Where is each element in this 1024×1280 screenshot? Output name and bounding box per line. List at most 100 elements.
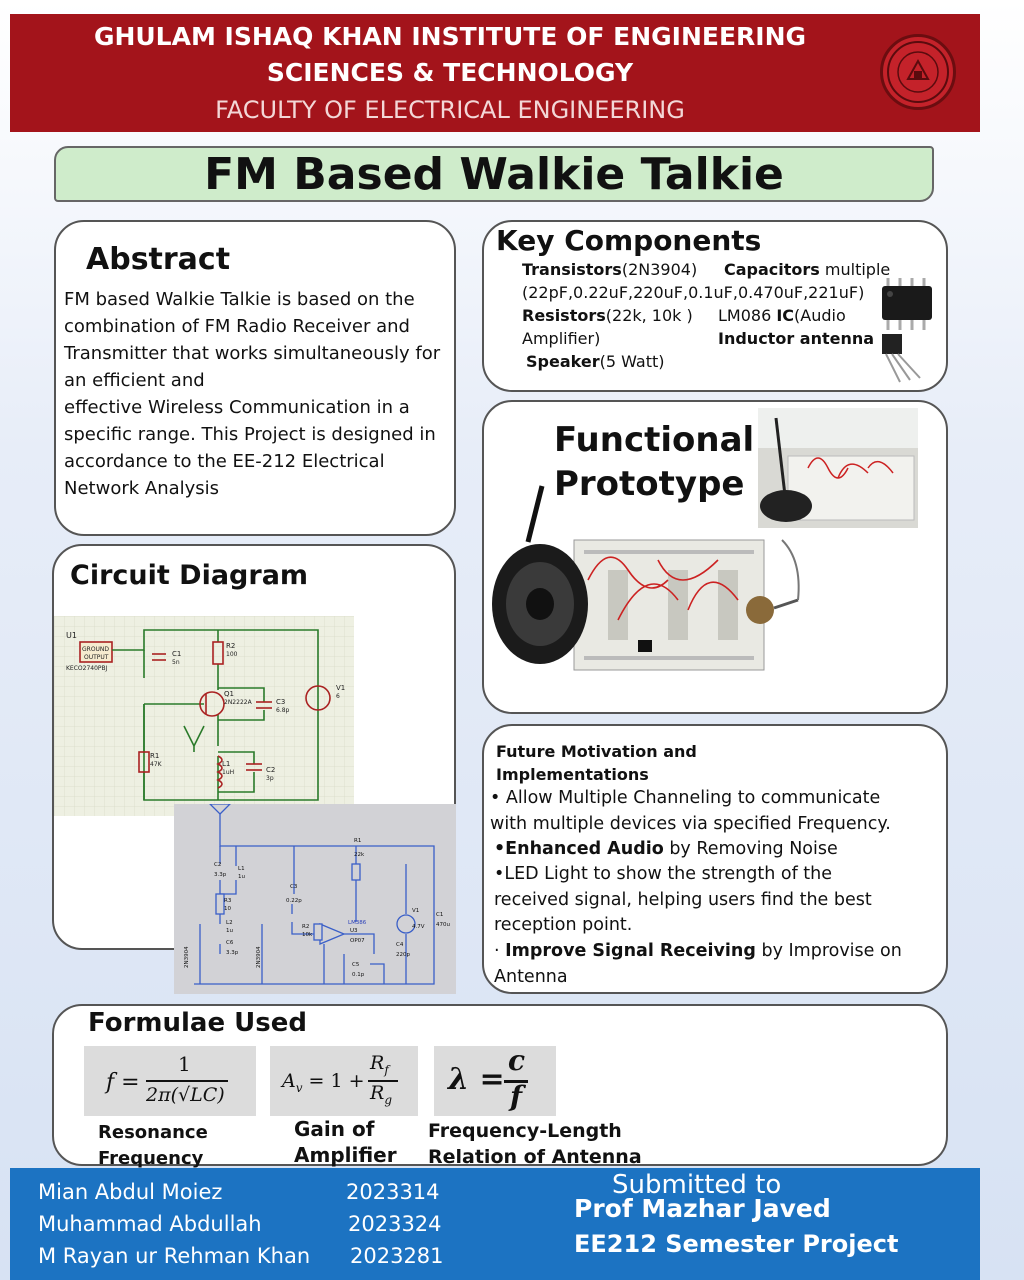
f3-lhs: λ = <box>448 1062 505 1097</box>
speaker-label: Speaker <box>526 352 600 371</box>
tx-r1: R1 <box>150 752 159 760</box>
header-banner: GHULAM ISHAQ KHAN INSTITUTE OF ENGINEERI… <box>10 14 980 132</box>
tx-ground-output: GROUND <box>82 646 109 653</box>
f1-den: 2π(√LC) <box>146 1084 225 1106</box>
institute-seal-icon <box>880 34 956 110</box>
footer-banner: Mian Abdul Moiez 2023314 Muhammad Abdull… <box>10 1168 980 1280</box>
rx-c3: C3 <box>290 884 298 890</box>
abstract-line: an efficient and <box>64 370 205 391</box>
speaker-row: Speaker(5 Watt) <box>526 352 664 371</box>
future-point-4: · Improve Signal Receiving by Improvise … <box>494 939 950 990</box>
tx-c3v: 6.8p <box>276 707 290 714</box>
functional-prototype-card: Functional Prototype <box>482 400 948 714</box>
rx-l1v: 1u <box>238 874 245 880</box>
rx-q1: 2N3904 <box>184 946 190 968</box>
inductor-antenna-text: Inductor antenna <box>718 329 875 348</box>
future-point-1b: with multiple devices via specified Freq… <box>490 813 891 834</box>
rx-l2v: 1u <box>226 928 233 934</box>
formulae-card: Formulae Used f = 1 2π(√LC) Resonance Fr… <box>52 1004 948 1169</box>
tx-c2v: 3p <box>266 775 274 782</box>
transistors-row: Transistors(2N3904) <box>522 260 697 279</box>
institute-name-line2: SCIENCES & TECHNOLOGY <box>266 58 634 87</box>
f2-lhs: Av = 1 + <box>282 1070 365 1095</box>
future-point-3b: received signal, helping users find the … <box>494 889 872 910</box>
tx-c3: C3 <box>276 698 285 706</box>
professor-name: Prof Mazhar Javed <box>574 1194 831 1223</box>
rx-op07: OP07 <box>350 938 365 944</box>
future-point-1: • Allow Multiple Channeling to communica… <box>490 786 946 837</box>
future-motivation-card: Future Motivation and Implementations • … <box>482 724 948 994</box>
f3-fraction-bar <box>504 1080 528 1083</box>
future-heading: Future Motivation and Implementations <box>496 740 697 786</box>
rx-c3v: 0.22p <box>286 898 302 904</box>
future-point-3a: •LED Light to show the strength of the <box>494 864 833 884</box>
prototype-heading-line2: Prototype <box>554 464 745 504</box>
rx-l1: L1 <box>238 866 245 872</box>
capacitors-list: (22pF,0.22uF,220uF,0.1uF,0.470uF,221uF) <box>522 283 865 302</box>
transistor-icon <box>882 334 921 383</box>
abstract-line: Network Analysis <box>64 478 220 499</box>
resonance-label: Resonance Frequency <box>98 1120 208 1172</box>
future-point-2: •Enhanced Audio by Removing Noise <box>494 837 950 863</box>
rx-v1v: 4.7V <box>412 924 425 930</box>
f1-num: 1 <box>178 1052 191 1076</box>
abstract-line: Transmitter that works simultaneously fo… <box>64 343 441 364</box>
capacitors-label: Capacitors <box>724 260 820 279</box>
f2-fraction-bar <box>368 1080 398 1082</box>
receiver-schematic: R1 22k C2 3.3p L1 1u C3 0.22p R3 10 L2 1… <box>174 804 456 994</box>
rx-c5v: 0.1p <box>352 972 365 978</box>
f2-label1: Gain of <box>294 1117 375 1141</box>
abstract-heading: Abstract <box>86 242 231 277</box>
tx-l1: L1 <box>222 760 230 768</box>
resonance-formula: f = 1 2π(√LC) <box>84 1046 256 1116</box>
f3-label1: Frequency-Length <box>428 1120 622 1142</box>
gain-label: Gain of Amplifier <box>294 1116 397 1168</box>
capacitors-row: Capacitors multiple <box>724 260 890 279</box>
future-heading-line1: Future Motivation and <box>496 742 697 761</box>
tx-v1v: 6 <box>336 693 340 700</box>
member-id: 2023314 <box>346 1180 440 1204</box>
member-id: 2023324 <box>348 1212 442 1236</box>
rx-c2: C2 <box>214 862 221 868</box>
tx-v1: V1 <box>336 684 345 692</box>
tx-output: OUTPUT <box>84 654 109 661</box>
future-point-3: •LED Light to show the strength of the r… <box>494 862 950 939</box>
tx-l1v: 1uH <box>222 769 234 776</box>
member-name: M Rayan ur Rehman Khan <box>38 1244 311 1268</box>
abstract-line: specific range. This Project is designed… <box>64 424 436 445</box>
key-components-heading: Key Components <box>496 224 762 257</box>
f1-fraction-bar <box>146 1080 228 1082</box>
future-point-4b: Antenna <box>494 966 568 987</box>
rx-r1: R1 <box>354 838 361 844</box>
rx-u3: U3 <box>350 928 358 934</box>
wavelength-formula: λ = c f <box>434 1044 556 1116</box>
rx-c4v: 220p <box>396 952 410 958</box>
rx-c1: C1 <box>436 912 443 918</box>
rx-q2: 2N3904 <box>256 946 262 968</box>
abstract-line: combination of FM Radio Receiver and <box>64 316 410 337</box>
speaker-value: (5 Watt) <box>599 352 665 371</box>
capacitors-value: multiple <box>819 260 891 279</box>
future-point-2-bold: •Enhanced Audio <box>494 839 664 859</box>
f3-den: f <box>510 1080 523 1113</box>
rx-c5: C5 <box>352 962 360 968</box>
abstract-card: Abstract FM based Walkie Talkie is based… <box>54 220 456 536</box>
future-point-3c: reception point. <box>494 915 633 935</box>
abstract-line: accordance to the EE-212 Electrical <box>64 451 385 472</box>
rx-lm386: LM386 <box>348 920 367 926</box>
ic-row: LM086 IC(Audio <box>718 306 846 325</box>
future-point-4-bold: Improve Signal Receiving <box>505 941 756 961</box>
f3-label2: Relation of Antenna <box>428 1146 642 1168</box>
submitted-to-label: Submitted to <box>612 1170 782 1200</box>
gain-formula: Av = 1 + Rf Rg <box>270 1046 418 1116</box>
tx-u1: U1 <box>66 631 77 640</box>
f2-num: Rf <box>370 1052 389 1077</box>
transistors-value: (2N3904) <box>621 260 698 279</box>
key-components-card: Key Components Transistors(2N3904) Capac… <box>482 220 948 392</box>
tx-c1: C1 <box>172 650 181 658</box>
abstract-line: effective Wireless Communication in a <box>64 397 410 418</box>
tx-r2: R2 <box>226 642 235 650</box>
future-heading-line2: Implementations <box>496 765 649 784</box>
member-id: 2023281 <box>350 1244 444 1268</box>
institute-name-line1: GHULAM ISHAQ KHAN INSTITUTE OF ENGINEERI… <box>93 22 807 51</box>
